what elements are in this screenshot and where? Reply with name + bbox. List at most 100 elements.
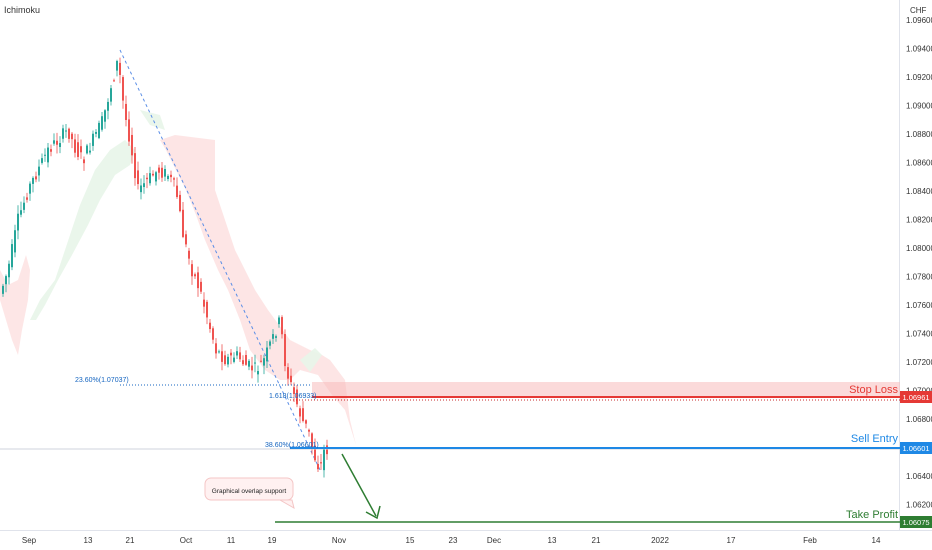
- annotation-text: Graphical overlap support: [212, 488, 287, 495]
- x-tick-label: 17: [727, 536, 736, 545]
- candle-body: [71, 133, 73, 140]
- candle-body: [23, 202, 25, 210]
- candle-body: [161, 167, 163, 178]
- candle-body: [242, 360, 244, 365]
- y-tick-label: 1.07800: [906, 273, 932, 282]
- y-tick-label: 1.06400: [906, 472, 932, 481]
- candle-body: [140, 185, 142, 193]
- candle-body: [95, 131, 97, 134]
- candle-body: [8, 263, 10, 278]
- candle-body: [125, 103, 127, 120]
- candle-body: [107, 101, 109, 111]
- y-tick-label: 1.08600: [906, 159, 932, 168]
- candle-body: [245, 355, 247, 365]
- candle-body: [47, 147, 49, 163]
- candle-body: [80, 146, 82, 153]
- candle-body: [149, 173, 151, 184]
- candle-body: [65, 130, 67, 132]
- x-tick-label: 21: [126, 536, 135, 545]
- candle-body: [17, 213, 19, 231]
- candle-body: [59, 143, 61, 147]
- x-tick-label: 11: [227, 536, 236, 545]
- candle-body: [221, 351, 223, 362]
- candle-body: [101, 116, 103, 130]
- fib-label-23: 23.60%(1.07037): [75, 377, 129, 384]
- candle-body: [26, 197, 28, 200]
- candle-body: [203, 299, 205, 307]
- fib-label-1618: 1.618(1.06933): [269, 393, 316, 400]
- candle-body: [266, 347, 268, 362]
- candle-body: [92, 133, 94, 146]
- candle-body: [110, 88, 112, 102]
- candle-body: [269, 341, 271, 346]
- candle-body: [122, 77, 124, 101]
- candle-body: [305, 420, 307, 424]
- x-tick-label: 2022: [651, 536, 669, 545]
- candle-body: [179, 194, 181, 212]
- candle-body: [167, 175, 169, 180]
- x-tick-label: 19: [268, 536, 277, 545]
- candle-body: [20, 210, 22, 215]
- candle-body: [14, 230, 16, 253]
- candle-body: [254, 362, 256, 364]
- candle-body: [188, 250, 190, 259]
- candle-body: [137, 170, 139, 185]
- candle-body: [248, 360, 250, 367]
- candle-body: [155, 172, 157, 182]
- projection-arrow: [341, 453, 381, 520]
- x-tick-label: Sep: [22, 536, 37, 545]
- candle-body: [209, 322, 211, 330]
- candle-body: [104, 110, 106, 122]
- candle-body: [176, 185, 178, 197]
- candle-body: [53, 140, 55, 144]
- candle-body: [131, 134, 133, 156]
- candle-body: [74, 139, 76, 153]
- candle-body: [227, 356, 229, 365]
- candle-body: [284, 334, 286, 367]
- x-tick-label: Dec: [487, 536, 501, 545]
- candle-body: [41, 158, 43, 163]
- candle-body: [290, 375, 292, 383]
- candle-body: [239, 352, 241, 360]
- candle-body: [152, 173, 154, 176]
- candle-body: [314, 445, 316, 461]
- stop-loss-zone: [312, 382, 900, 398]
- candle-body: [119, 62, 121, 75]
- candle-body: [113, 80, 115, 82]
- y-tick-label: 1.09400: [906, 45, 932, 54]
- candle-body: [263, 358, 265, 366]
- ichimoku-cloud: [0, 110, 356, 445]
- y-tick-label: 1.09200: [906, 73, 932, 82]
- candle-body: [212, 328, 214, 340]
- candle-body: [224, 355, 226, 365]
- candle-body: [194, 274, 196, 277]
- candle-body: [296, 389, 298, 405]
- candle-body: [326, 445, 328, 455]
- y-tick-label: 1.07200: [906, 358, 932, 367]
- x-tick-label: Nov: [332, 536, 346, 545]
- svg-text:1.06075: 1.06075: [902, 518, 929, 527]
- candle-body: [98, 122, 100, 139]
- candlestick-series: [2, 57, 328, 478]
- candle-body: [317, 464, 319, 470]
- x-tick-label: Oct: [180, 536, 193, 545]
- x-tick-label: 13: [84, 536, 93, 545]
- svg-text:1.06961: 1.06961: [902, 393, 929, 402]
- y-tick-label: 1.08200: [906, 216, 932, 225]
- y-tick-label: 1.06200: [906, 501, 932, 510]
- candle-body: [164, 168, 166, 177]
- candle-body: [293, 387, 295, 395]
- candle-body: [68, 128, 70, 139]
- candle-body: [197, 272, 199, 289]
- candle-body: [275, 336, 277, 338]
- candle-body: [206, 301, 208, 318]
- candle-body: [191, 264, 193, 277]
- candle-body: [32, 177, 34, 184]
- candle-body: [251, 365, 253, 371]
- candle-body: [50, 149, 52, 152]
- svg-text:1.06601: 1.06601: [902, 444, 929, 453]
- x-tick-label: Feb: [803, 536, 817, 545]
- candle-body: [116, 61, 118, 71]
- candle-body: [143, 183, 145, 188]
